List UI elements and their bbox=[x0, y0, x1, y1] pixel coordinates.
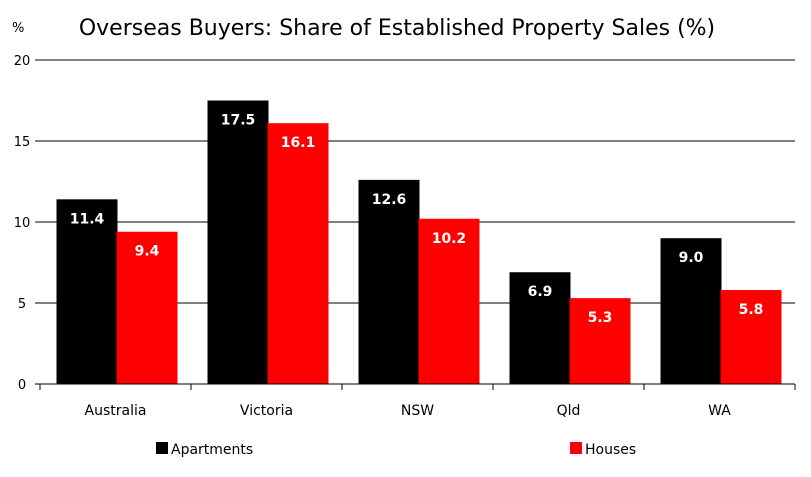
legend-label: Apartments bbox=[171, 442, 253, 458]
bar-houses-qld bbox=[569, 298, 631, 384]
bar-apartments-nsw bbox=[358, 179, 420, 384]
y-tick-label: 5 bbox=[18, 297, 26, 312]
bar-apartments-victoria bbox=[207, 100, 269, 384]
y-tick-label: 0 bbox=[18, 378, 26, 393]
legend-label: Houses bbox=[585, 442, 636, 458]
legend: Apartments Houses bbox=[156, 442, 636, 458]
data-label: 12.6 bbox=[372, 192, 407, 208]
bar-houses-nsw bbox=[418, 218, 480, 384]
y-tick-label: 20 bbox=[14, 54, 31, 69]
y-unit-label: % bbox=[12, 21, 24, 36]
data-label: 6.9 bbox=[528, 284, 553, 300]
data-label: 5.8 bbox=[739, 302, 764, 318]
bar-apartments-qld bbox=[509, 272, 571, 384]
data-label: 9.4 bbox=[135, 244, 160, 260]
data-label: 5.3 bbox=[588, 310, 613, 326]
y-tick-label: 15 bbox=[14, 135, 31, 150]
legend-item-apartments: Apartments bbox=[156, 442, 253, 458]
legend-item-houses: Houses bbox=[570, 442, 636, 458]
y-axis-ticks: 0 5 10 15 20 bbox=[14, 54, 40, 393]
bar-houses-victoria bbox=[267, 123, 329, 385]
category-label: Australia bbox=[85, 403, 147, 419]
category-label: Qld bbox=[557, 403, 581, 419]
bars bbox=[56, 100, 782, 385]
data-label: 11.4 bbox=[70, 211, 105, 227]
category-label: Victoria bbox=[240, 403, 293, 419]
data-label: 17.5 bbox=[221, 113, 256, 129]
y-tick-label: 10 bbox=[14, 216, 31, 231]
category-labels: Australia Victoria NSW Qld WA bbox=[85, 403, 732, 419]
bar-houses-australia bbox=[116, 231, 178, 384]
legend-swatch bbox=[570, 442, 582, 454]
data-label: 9.0 bbox=[679, 250, 704, 266]
category-label: WA bbox=[708, 403, 731, 419]
data-label: 10.2 bbox=[432, 231, 467, 247]
data-labels: 11.4 9.4 17.5 16.1 12.6 10.2 6.9 5.3 9.0 5.8 bbox=[70, 113, 764, 327]
x-axis bbox=[39, 383, 796, 390]
legend-swatch bbox=[156, 442, 168, 454]
bar-houses-wa bbox=[720, 290, 782, 384]
data-label: 16.1 bbox=[281, 135, 316, 151]
category-label: NSW bbox=[401, 403, 434, 419]
bar-apartments-wa bbox=[660, 238, 722, 384]
bar-apartments-australia bbox=[56, 199, 118, 384]
chart-title: Overseas Buyers: Share of Established Pr… bbox=[79, 16, 715, 41]
